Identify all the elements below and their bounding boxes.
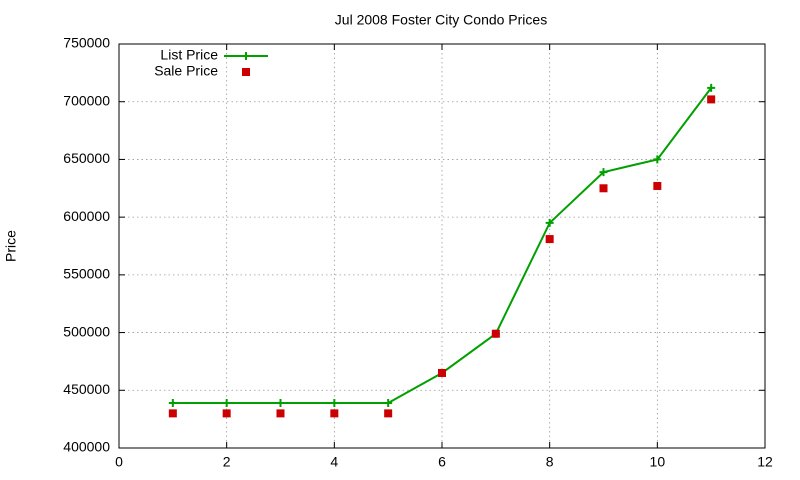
marker-square [222, 409, 231, 418]
y-tick-label: 600000 [63, 208, 110, 224]
x-tick-label: 0 [115, 454, 123, 470]
marker-plus [222, 398, 231, 407]
marker-plus [330, 398, 339, 407]
marker-square [438, 368, 446, 377]
y-tick-label: 700000 [63, 92, 110, 108]
marker-plus [276, 398, 285, 407]
marker-square [330, 409, 339, 418]
marker-square [242, 68, 250, 76]
x-tick-label: 8 [546, 454, 554, 470]
marker-plus [653, 155, 662, 164]
marker-plus [545, 218, 554, 227]
marker-square [653, 181, 662, 190]
marker-plus [168, 398, 177, 407]
plot-frame [118, 43, 766, 449]
y-tick-label: 500000 [63, 323, 110, 339]
marker-plus [599, 168, 608, 177]
x-tick-label: 6 [438, 454, 446, 470]
x-tick-label: 4 [330, 454, 338, 470]
y-tick-label: 400000 [63, 439, 110, 455]
y-tick-label: 550000 [63, 266, 110, 282]
chart-title: Jul 2008 Foster City Condo Prices [335, 12, 547, 28]
marker-square [707, 95, 716, 104]
marker-square [168, 409, 177, 418]
marker-square [276, 409, 285, 418]
legend-label: Sale Price [154, 63, 218, 79]
y-axis-label: Price [3, 230, 19, 262]
legend-label: List Price [160, 47, 218, 63]
marker-plus [242, 52, 250, 60]
y-tick-label: 650000 [63, 150, 110, 166]
marker-square [384, 409, 393, 418]
x-tick-label: 10 [650, 454, 666, 470]
marker-square [599, 184, 608, 193]
x-tick-label: 2 [223, 454, 231, 470]
marker-square [545, 235, 554, 244]
x-tick-label: 12 [757, 454, 773, 470]
marker-square [491, 329, 500, 338]
y-tick-label: 450000 [63, 381, 110, 397]
y-tick-label: 750000 [63, 35, 110, 51]
marker-plus [384, 398, 393, 407]
marker-plus [707, 83, 716, 92]
